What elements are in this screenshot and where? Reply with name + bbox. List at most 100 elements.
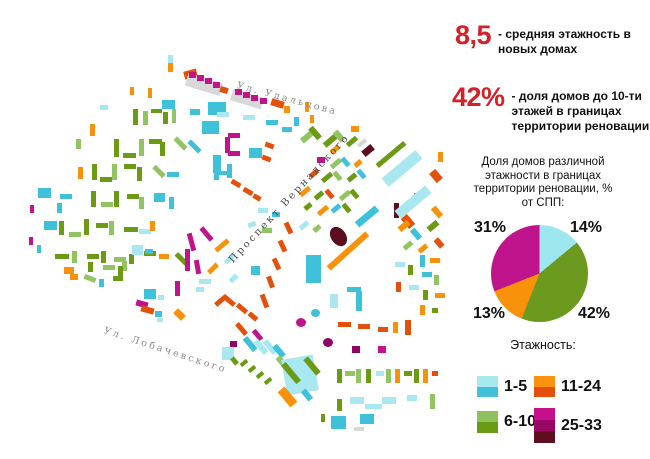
building bbox=[358, 324, 370, 329]
legend-swatch-11-24 bbox=[534, 376, 555, 397]
building bbox=[266, 275, 275, 289]
building bbox=[101, 202, 113, 207]
building bbox=[347, 287, 361, 292]
legend-swatch-1-5 bbox=[477, 376, 498, 397]
building bbox=[420, 305, 425, 315]
stat-share-under-10: 42% - доля домов до 10-ти этажей в грани… bbox=[452, 84, 650, 134]
building bbox=[196, 287, 204, 292]
building bbox=[338, 322, 351, 327]
building bbox=[432, 371, 438, 376]
building bbox=[263, 376, 273, 386]
building bbox=[414, 369, 419, 383]
legend-label: 6-10 bbox=[504, 413, 537, 430]
building bbox=[395, 262, 405, 267]
building bbox=[247, 364, 257, 374]
building bbox=[133, 109, 138, 125]
building bbox=[139, 139, 144, 156]
building bbox=[397, 219, 411, 233]
building bbox=[266, 120, 278, 125]
legend-label: 1-5 bbox=[504, 377, 528, 395]
building bbox=[306, 255, 321, 283]
building bbox=[326, 223, 351, 250]
building bbox=[438, 152, 443, 162]
building bbox=[308, 125, 322, 141]
building bbox=[30, 205, 34, 213]
building bbox=[172, 109, 176, 123]
building bbox=[255, 370, 265, 380]
building bbox=[251, 95, 258, 101]
building bbox=[190, 109, 200, 115]
building bbox=[152, 164, 166, 179]
building bbox=[112, 164, 117, 180]
building bbox=[258, 208, 268, 213]
building bbox=[90, 124, 95, 136]
building bbox=[148, 88, 152, 98]
building bbox=[219, 171, 227, 175]
building bbox=[346, 172, 358, 183]
building bbox=[230, 341, 237, 347]
building bbox=[376, 371, 384, 376]
building bbox=[113, 276, 123, 281]
building bbox=[351, 126, 359, 132]
building bbox=[123, 153, 136, 158]
building bbox=[145, 249, 153, 254]
building bbox=[386, 369, 391, 383]
building bbox=[423, 369, 428, 383]
building bbox=[143, 111, 148, 125]
building bbox=[264, 141, 275, 150]
building bbox=[137, 167, 142, 181]
building bbox=[337, 369, 342, 383]
building bbox=[129, 254, 134, 264]
building bbox=[222, 347, 234, 360]
building bbox=[44, 221, 57, 230]
legend-label: 25-33 bbox=[561, 416, 602, 434]
building bbox=[353, 159, 363, 168]
legend-label: 11-24 bbox=[561, 377, 602, 395]
building bbox=[118, 266, 123, 276]
building bbox=[365, 404, 382, 409]
building bbox=[417, 243, 429, 254]
building bbox=[396, 282, 401, 292]
building bbox=[235, 89, 242, 95]
building bbox=[139, 197, 144, 209]
building bbox=[243, 115, 255, 120]
building bbox=[202, 121, 219, 134]
building bbox=[311, 309, 320, 317]
building bbox=[208, 102, 226, 115]
building bbox=[168, 63, 173, 72]
building bbox=[91, 191, 96, 207]
building bbox=[235, 302, 249, 315]
building bbox=[205, 78, 212, 84]
building bbox=[72, 251, 77, 263]
building bbox=[69, 232, 81, 237]
building bbox=[423, 290, 428, 300]
building bbox=[130, 87, 134, 95]
building bbox=[394, 185, 432, 219]
building bbox=[378, 327, 388, 332]
building bbox=[251, 266, 260, 275]
building bbox=[352, 346, 360, 353]
building bbox=[92, 164, 97, 180]
building bbox=[140, 305, 155, 315]
building bbox=[332, 170, 343, 182]
building bbox=[432, 308, 438, 313]
building bbox=[114, 257, 126, 262]
building bbox=[312, 224, 322, 233]
building bbox=[242, 186, 254, 197]
building bbox=[228, 151, 240, 156]
building bbox=[271, 257, 282, 271]
building bbox=[189, 72, 196, 78]
building bbox=[84, 219, 89, 235]
building bbox=[155, 311, 162, 317]
building bbox=[163, 112, 168, 124]
building bbox=[230, 178, 242, 189]
building bbox=[262, 228, 272, 233]
building bbox=[78, 167, 83, 179]
building bbox=[199, 279, 211, 284]
building bbox=[228, 273, 239, 284]
stat-description: - доля домов до 10-ти этажей в границах … bbox=[511, 89, 650, 133]
building bbox=[349, 188, 360, 200]
building bbox=[168, 55, 173, 64]
building bbox=[324, 188, 335, 200]
building bbox=[37, 245, 41, 253]
